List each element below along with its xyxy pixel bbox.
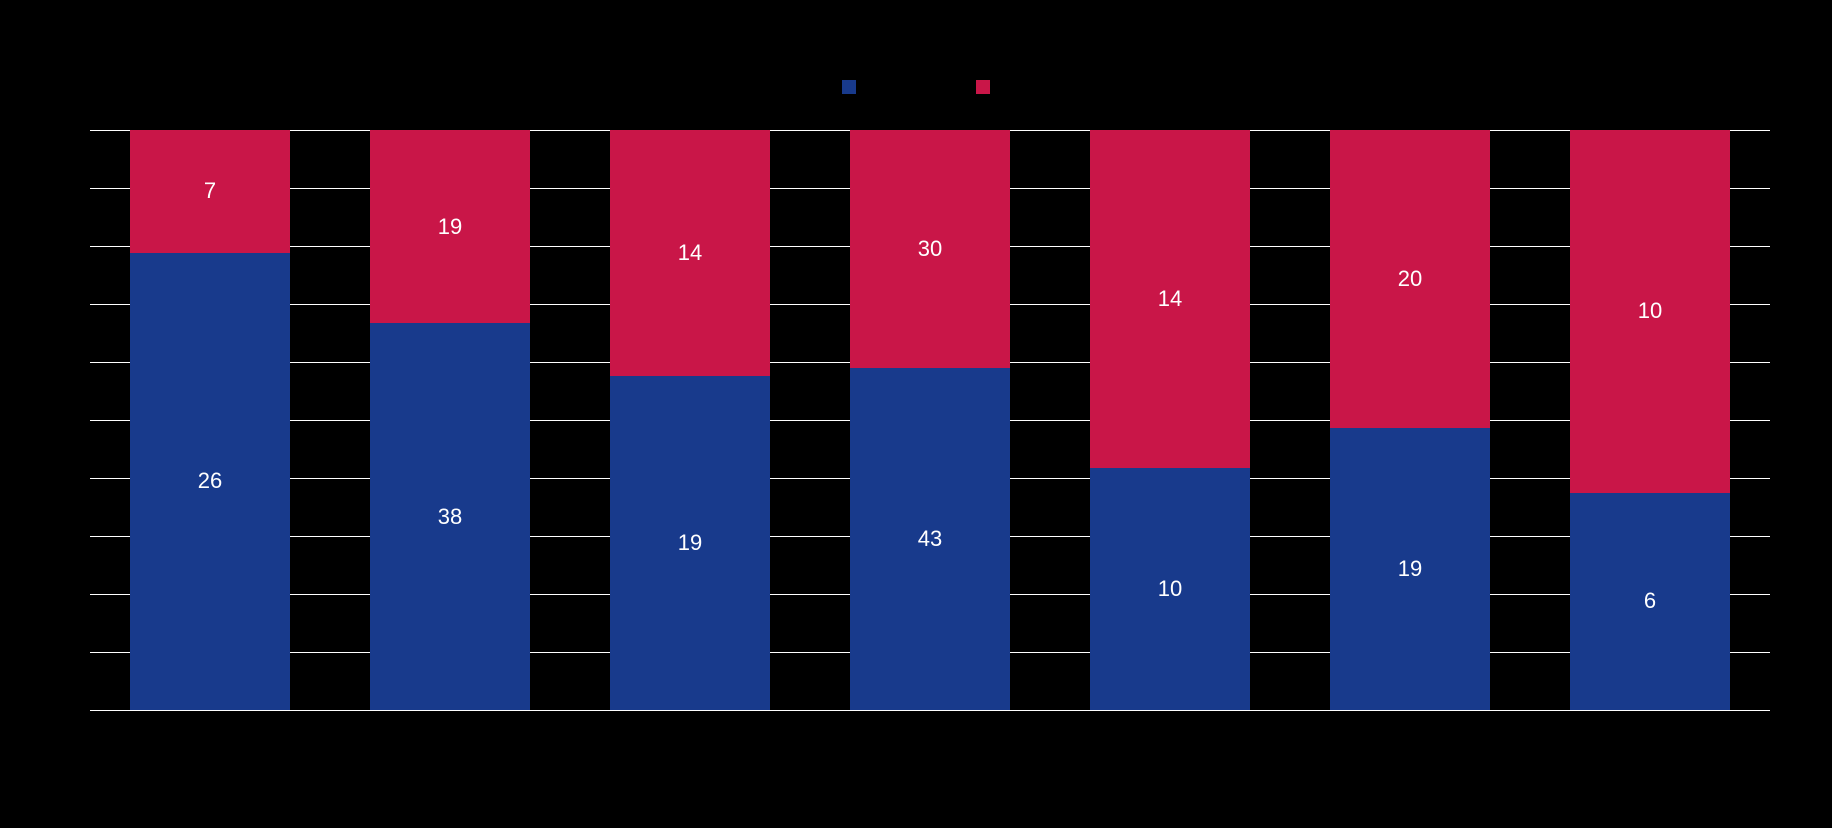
bar-value-label: 30	[918, 236, 942, 262]
bars-area: 26738191914433010141920610	[90, 130, 1770, 710]
bar-value-label: 10	[1638, 298, 1662, 324]
legend-item-series1	[842, 80, 856, 94]
bar-group: 6 10	[1570, 130, 1730, 710]
bar-value-label: 19	[438, 214, 462, 240]
bar-group: 1914	[610, 130, 770, 710]
bar-segment-top: 19	[370, 130, 530, 323]
bar-segment-bottom: 6	[1570, 493, 1730, 711]
bar-value-label: 19	[678, 530, 702, 556]
bar-segment-bottom: 38	[370, 323, 530, 710]
gridline	[90, 710, 1770, 711]
bar-segment-top: 30	[850, 130, 1010, 368]
bar-segment-bottom: 10	[1090, 468, 1250, 710]
bar-value-label: 19	[1398, 556, 1422, 582]
bar-segment-bottom: 26	[130, 253, 290, 710]
bar-group: 38 19	[370, 130, 530, 710]
legend-swatch-series2	[976, 80, 990, 94]
bar-value-label: 7	[204, 178, 216, 204]
bar-value-label: 14	[678, 240, 702, 266]
bar-segment-bottom: 19	[1330, 428, 1490, 710]
bar-segment-top: 20	[1330, 130, 1490, 428]
bar-group: 10 14	[1090, 130, 1250, 710]
bar-segment-bottom: 43	[850, 368, 1010, 710]
bar-value-label: 43	[918, 526, 942, 552]
bar-value-label: 6	[1644, 588, 1656, 614]
chart-legend	[842, 80, 990, 94]
bar-value-label: 26	[198, 468, 222, 494]
legend-item-series2	[976, 80, 990, 94]
bar-segment-top: 7	[130, 130, 290, 253]
bar-segment-bottom: 19	[610, 376, 770, 710]
bar-value-label: 10	[1158, 576, 1182, 602]
legend-swatch-series1	[842, 80, 856, 94]
bar-segment-top: 14	[610, 130, 770, 376]
bar-value-label: 20	[1398, 266, 1422, 292]
bar-segment-top: 10	[1570, 130, 1730, 493]
chart-area: 26738191914433010141920610	[90, 130, 1770, 710]
bar-group: 26 7	[130, 130, 290, 710]
bar-group: 1920	[1330, 130, 1490, 710]
bar-segment-top: 14	[1090, 130, 1250, 468]
bar-value-label: 38	[438, 504, 462, 530]
bar-value-label: 14	[1158, 286, 1182, 312]
bar-group: 43 30	[850, 130, 1010, 710]
